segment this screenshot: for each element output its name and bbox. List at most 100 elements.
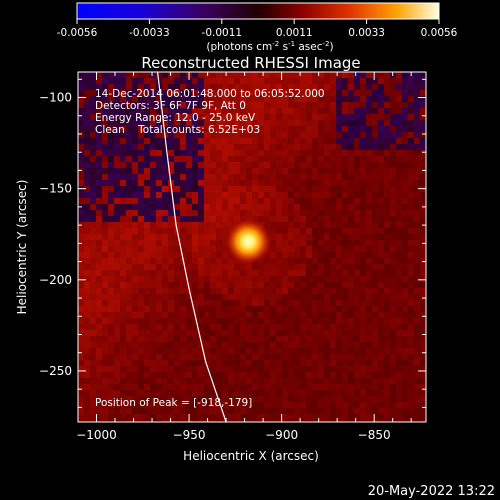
heatmap-pixel: [324, 234, 330, 240]
heatmap-pixel: [282, 90, 288, 96]
heatmap-pixel: [174, 174, 180, 180]
heatmap-pixel: [144, 270, 150, 276]
heatmap-pixel: [378, 222, 384, 228]
heatmap-pixel: [180, 174, 186, 180]
heatmap-pixel: [330, 378, 336, 384]
heatmap-pixel: [162, 402, 168, 408]
heatmap-pixel: [144, 396, 150, 402]
heatmap-pixel: [342, 180, 348, 186]
heatmap-pixel: [192, 306, 198, 312]
heatmap-pixel: [132, 120, 138, 126]
heatmap-pixel: [342, 294, 348, 300]
heatmap-pixel: [348, 330, 354, 336]
heatmap-pixel: [132, 276, 138, 282]
heatmap-pixel: [300, 270, 306, 276]
heatmap-pixel: [84, 210, 90, 216]
heatmap-pixel: [276, 306, 282, 312]
heatmap-pixel: [360, 192, 366, 198]
heatmap-pixel: [408, 414, 414, 420]
heatmap-pixel: [372, 84, 378, 90]
heatmap-pixel: [216, 318, 222, 324]
heatmap-pixel: [306, 108, 312, 114]
heatmap-pixel: [192, 276, 198, 282]
heatmap-pixel: [162, 186, 168, 192]
heatmap-pixel: [300, 180, 306, 186]
heatmap-pixel: [270, 240, 276, 246]
heatmap-pixel: [120, 288, 126, 294]
heatmap-pixel: [192, 150, 198, 156]
heatmap-pixel: [102, 420, 108, 422]
heatmap-pixel: [330, 204, 336, 210]
heatmap-pixel: [390, 180, 396, 186]
heatmap-pixel: [348, 336, 354, 342]
heatmap-pixel: [282, 336, 288, 342]
heatmap-pixel: [192, 408, 198, 414]
heatmap-pixel: [156, 378, 162, 384]
heatmap-pixel: [330, 186, 336, 192]
heatmap-pixel: [240, 192, 246, 198]
heatmap-pixel: [384, 192, 390, 198]
heatmap-pixel: [156, 402, 162, 408]
heatmap-pixel: [174, 336, 180, 342]
heatmap-pixel: [408, 90, 414, 96]
heatmap-pixel: [132, 234, 138, 240]
heatmap-pixel: [162, 366, 168, 372]
heatmap-pixel: [126, 240, 132, 246]
heatmap-pixel: [114, 204, 120, 210]
heatmap-pixel: [162, 126, 168, 132]
heatmap-pixel: [132, 132, 138, 138]
heatmap-pixel: [84, 342, 90, 348]
heatmap-pixel: [132, 240, 138, 246]
heatmap-pixel: [390, 270, 396, 276]
heatmap-pixel: [384, 216, 390, 222]
heatmap-pixel: [132, 282, 138, 288]
heatmap-pixel: [234, 378, 240, 384]
heatmap-pixel: [318, 108, 324, 114]
heatmap-pixel: [90, 126, 96, 132]
heatmap-pixel: [234, 72, 240, 78]
heatmap-pixel: [132, 288, 138, 294]
heatmap-pixel: [300, 174, 306, 180]
heatmap-pixel: [252, 120, 258, 126]
heatmap-pixel: [234, 144, 240, 150]
heatmap-pixel: [240, 276, 246, 282]
heatmap-pixel: [390, 162, 396, 168]
heatmap-pixel: [318, 174, 324, 180]
heatmap-pixel: [228, 378, 234, 384]
heatmap-pixel: [192, 90, 198, 96]
heatmap-pixel: [420, 114, 426, 120]
heatmap-pixel: [324, 108, 330, 114]
heatmap-pixel: [402, 72, 408, 78]
heatmap-pixel: [420, 198, 426, 204]
heatmap-pixel: [342, 258, 348, 264]
heatmap-pixel: [336, 264, 342, 270]
heatmap-pixel: [150, 312, 156, 318]
heatmap-pixel: [174, 246, 180, 252]
heatmap-pixel: [330, 408, 336, 414]
heatmap-pixel: [204, 318, 210, 324]
heatmap-pixel: [348, 390, 354, 396]
heatmap-pixel: [384, 288, 390, 294]
heatmap-pixel: [138, 294, 144, 300]
heatmap-pixel: [120, 336, 126, 342]
heatmap-pixel: [168, 354, 174, 360]
heatmap-pixel: [366, 90, 372, 96]
heatmap-pixel: [396, 282, 402, 288]
heatmap-pixel: [114, 228, 120, 234]
heatmap-pixel: [324, 150, 330, 156]
heatmap-pixel: [150, 318, 156, 324]
heatmap-pixel: [216, 90, 222, 96]
heatmap-pixel: [336, 366, 342, 372]
heatmap-pixel: [168, 246, 174, 252]
heatmap-pixel: [144, 348, 150, 354]
heatmap-pixel: [90, 90, 96, 96]
heatmap-pixel: [354, 102, 360, 108]
heatmap-pixel: [204, 222, 210, 228]
heatmap-pixel: [156, 306, 162, 312]
heatmap-pixel: [270, 390, 276, 396]
heatmap-pixel: [414, 216, 420, 222]
heatmap-pixel: [330, 240, 336, 246]
heatmap-pixel: [126, 300, 132, 306]
heatmap-pixel: [216, 84, 222, 90]
heatmap-pixel: [408, 96, 414, 102]
